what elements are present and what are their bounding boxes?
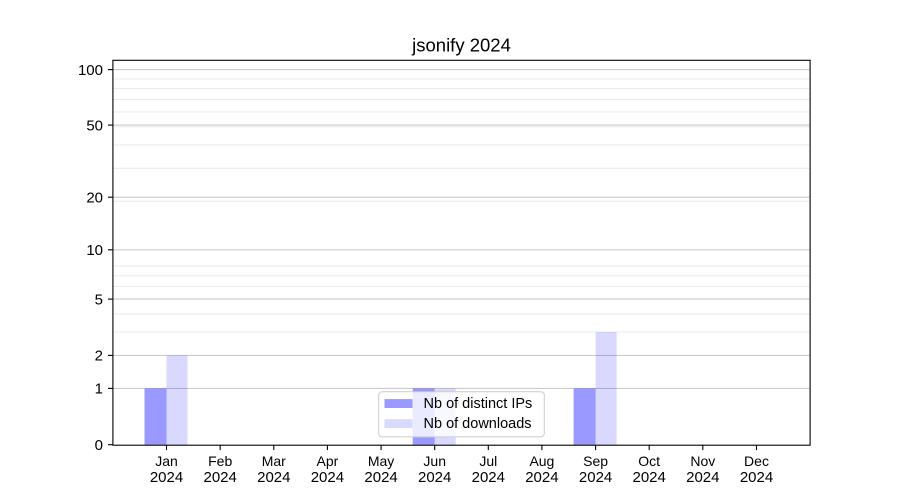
svg-text:50: 50: [86, 117, 103, 134]
svg-text:2024: 2024: [364, 469, 397, 486]
svg-text:20: 20: [86, 189, 103, 206]
svg-text:Sep: Sep: [583, 453, 608, 469]
svg-text:Feb: Feb: [208, 453, 232, 469]
svg-text:1: 1: [95, 381, 103, 398]
svg-text:Nov: Nov: [690, 453, 715, 469]
svg-text:0: 0: [95, 437, 103, 454]
svg-text:2024: 2024: [418, 469, 451, 486]
svg-text:2024: 2024: [579, 469, 612, 486]
svg-text:jsonify 2024: jsonify 2024: [411, 34, 511, 55]
svg-text:2024: 2024: [257, 469, 290, 486]
svg-text:2024: 2024: [150, 469, 183, 486]
svg-text:10: 10: [86, 242, 103, 259]
svg-text:Apr: Apr: [317, 453, 339, 469]
svg-text:May: May: [368, 453, 394, 469]
svg-text:100: 100: [78, 62, 103, 79]
svg-text:2024: 2024: [740, 469, 773, 486]
svg-text:2024: 2024: [525, 469, 558, 486]
svg-text:Aug: Aug: [529, 453, 554, 469]
svg-text:Nb of distinct IPs: Nb of distinct IPs: [424, 396, 533, 412]
svg-text:Mar: Mar: [262, 453, 286, 469]
svg-text:Nb of downloads: Nb of downloads: [424, 416, 532, 432]
svg-text:Dec: Dec: [744, 453, 769, 469]
svg-text:5: 5: [95, 291, 103, 308]
svg-text:2: 2: [95, 348, 103, 365]
svg-text:2024: 2024: [686, 469, 719, 486]
svg-text:2024: 2024: [204, 469, 237, 486]
svg-text:2024: 2024: [633, 469, 666, 486]
svg-text:Oct: Oct: [638, 453, 660, 469]
svg-text:2024: 2024: [311, 469, 344, 486]
svg-text:Jul: Jul: [479, 453, 497, 469]
svg-text:2024: 2024: [472, 469, 505, 486]
svg-text:Jun: Jun: [423, 453, 446, 469]
svg-text:Jan: Jan: [155, 453, 178, 469]
